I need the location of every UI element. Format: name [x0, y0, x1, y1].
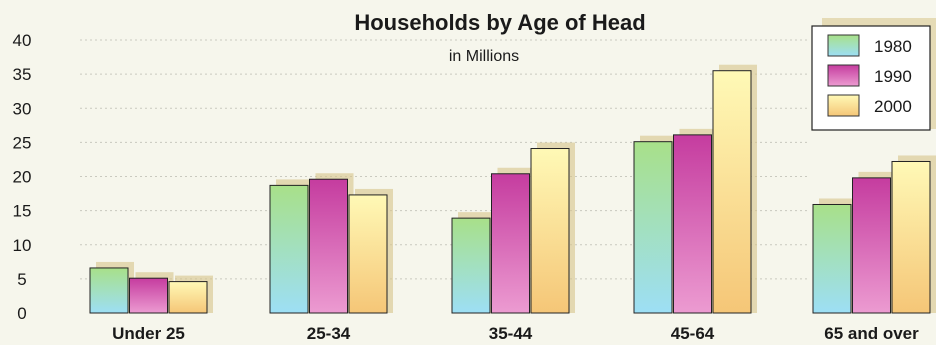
bar-65-and-over-2000 — [891, 160, 931, 314]
bar-45-64-1980 — [633, 141, 673, 314]
y-tick-label: 5 — [17, 270, 26, 289]
x-category-label: 45-64 — [671, 324, 715, 343]
bar-25-34-2000 — [348, 194, 388, 314]
legend: 1980 1990 2000 — [811, 18, 936, 131]
y-tick-label: 10 — [13, 236, 32, 255]
legend-swatch-1980 — [827, 34, 860, 57]
bars — [89, 64, 936, 314]
bar-65-and-over-1990 — [852, 177, 891, 314]
bar-65-and-over-1980 — [812, 203, 852, 314]
legend-label-2000: 2000 — [874, 97, 912, 116]
bar-35-44-2000 — [530, 148, 570, 314]
bar-45-64-1990 — [673, 134, 712, 314]
bar-25-34-1990 — [309, 178, 348, 314]
legend-swatch-2000 — [827, 94, 860, 117]
bar-45-64-2000 — [712, 70, 752, 314]
bar-under-25-1990 — [129, 277, 168, 314]
y-tick-label: 15 — [13, 202, 32, 221]
x-category-label: 25-34 — [307, 324, 351, 343]
gridlines — [80, 39, 810, 280]
bar-under-25-2000 — [168, 281, 208, 314]
bar-under-25-1980 — [89, 267, 129, 314]
y-tick-label: 25 — [13, 133, 32, 152]
chart-subtitle: in Millions — [449, 48, 519, 65]
bar-35-44-1990 — [491, 173, 530, 314]
y-tick-label: 40 — [13, 31, 32, 50]
legend-items: 1980 1990 2000 — [827, 34, 912, 117]
y-tick-label: 0 — [17, 304, 26, 323]
y-axis-tick-labels: 0 5 10 15 20 25 30 35 40 — [13, 31, 32, 323]
x-category-label: Under 25 — [112, 324, 185, 343]
x-category-label: 35-44 — [489, 324, 533, 343]
bar-35-44-1980 — [451, 217, 491, 314]
y-tick-label: 30 — [13, 99, 32, 118]
chart-title: Households by Age of Head — [354, 10, 645, 35]
legend-label-1990: 1990 — [874, 67, 912, 86]
legend-swatch-1990 — [827, 64, 860, 87]
x-category-label: 65 and over — [824, 324, 919, 343]
x-axis-category-labels: Under 25 25-34 35-44 45-64 65 and over — [112, 324, 919, 343]
bar-25-34-1980 — [269, 184, 309, 314]
legend-label-1980: 1980 — [874, 37, 912, 56]
y-tick-label: 20 — [13, 168, 32, 187]
y-tick-label: 35 — [13, 65, 32, 84]
